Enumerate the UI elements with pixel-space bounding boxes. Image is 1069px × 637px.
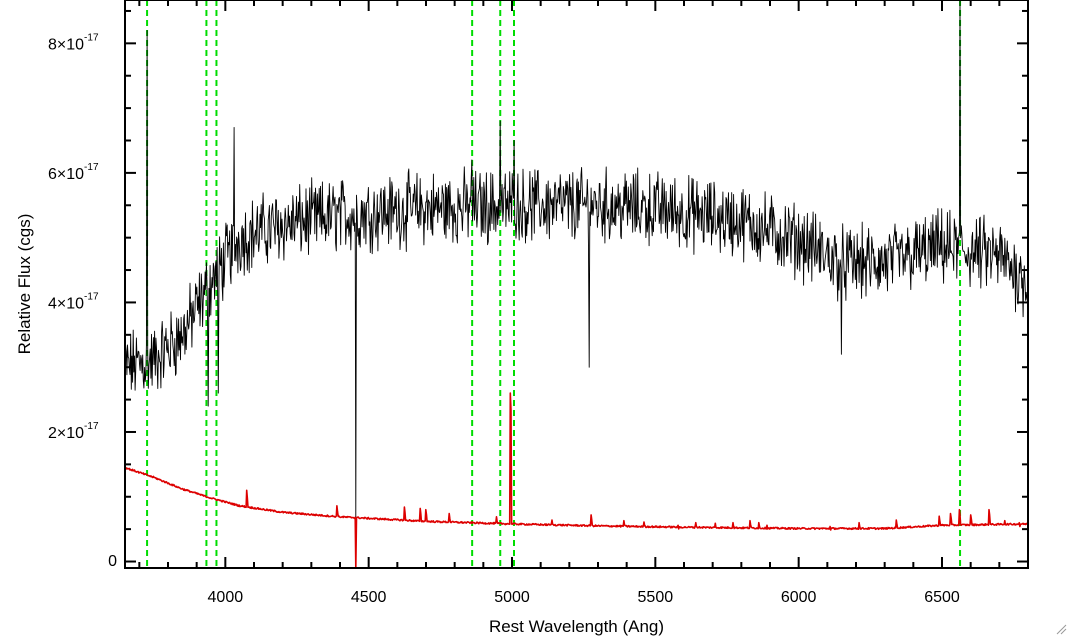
series-line-0 <box>124 0 1028 519</box>
plot-frame <box>124 0 1029 569</box>
x-tick-label: 6000 <box>781 589 817 606</box>
y-tick-label: 8×10-17 <box>48 32 99 53</box>
series-error <box>124 392 1029 569</box>
y-axis-label: Relative Flux (cgs) <box>15 214 34 355</box>
x-axis-label: Rest Wavelength (Ang) <box>489 617 664 636</box>
y-tick-label: 2×10-17 <box>48 421 99 442</box>
spectrum-series <box>124 0 1029 569</box>
axis-ticks <box>125 0 1029 568</box>
series-flux <box>124 0 1028 519</box>
y-tick-label: 0 <box>108 553 117 570</box>
x-tick-label: 5000 <box>494 589 530 606</box>
series-line-1 <box>124 392 1029 569</box>
x-tick-labels: 4000 4500 5000 5500 6000 6500 <box>208 589 960 606</box>
y-tick-labels: 0 2×10-17 4×10-17 6×10-17 8×10-17 <box>48 32 117 570</box>
x-tick-label: 5500 <box>638 589 674 606</box>
y-tick-label: 4×10-17 <box>48 291 99 312</box>
x-tick-label: 4500 <box>351 589 387 606</box>
y-tick-label: 6×10-17 <box>48 162 99 183</box>
x-tick-label: 4000 <box>208 589 244 606</box>
resize-grip-icon[interactable] <box>1055 623 1067 635</box>
x-tick-label: 6500 <box>924 589 960 606</box>
